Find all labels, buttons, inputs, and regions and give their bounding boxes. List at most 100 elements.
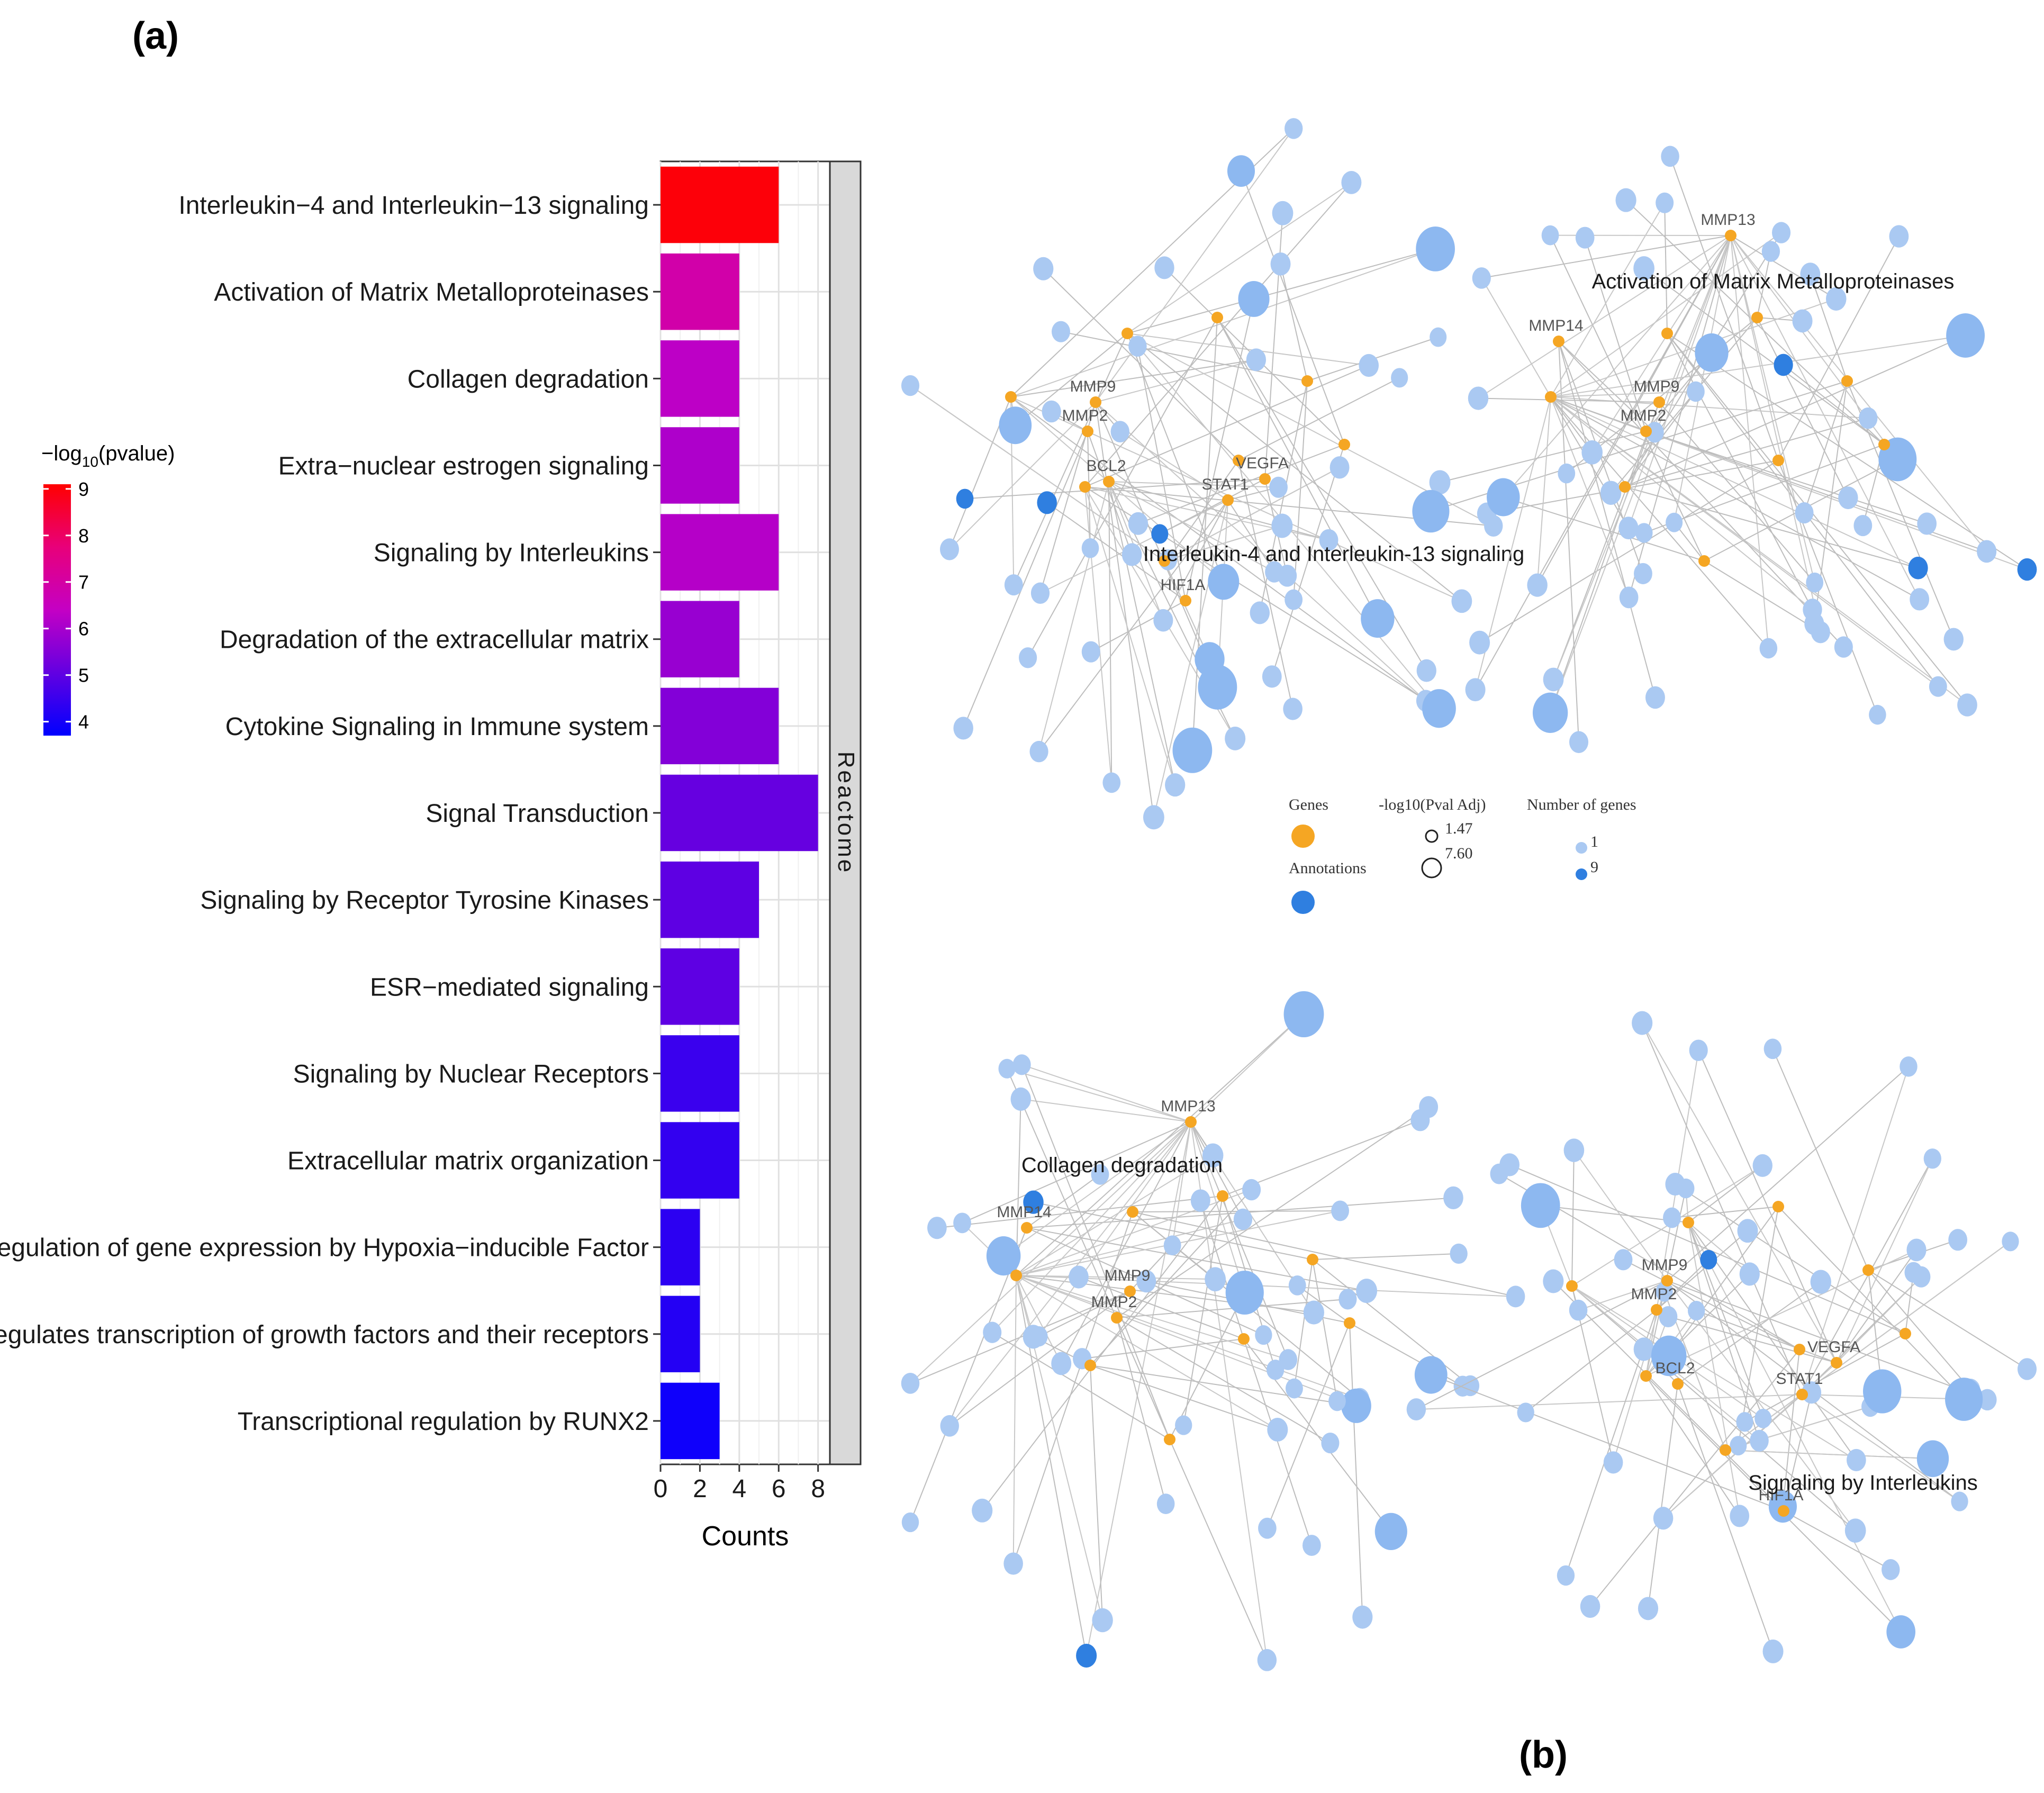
annotation-node (1430, 327, 1447, 347)
annotation-node (1283, 698, 1303, 720)
network-edge (1015, 333, 1128, 426)
bar (661, 1382, 720, 1460)
network-edge (1003, 1121, 1191, 1256)
network-edge (1127, 333, 1224, 582)
network-edge (1038, 481, 1109, 752)
network-edge (1026, 1174, 1101, 1228)
annotation-node (1569, 1299, 1588, 1321)
network-edge (1312, 1259, 1471, 1387)
bar (661, 601, 739, 677)
annotation-node (1521, 1183, 1560, 1228)
annotation-node (1886, 1615, 1916, 1649)
annotation-node (901, 1512, 919, 1533)
network-edge (1836, 1276, 1922, 1363)
network-edge (1525, 1309, 1657, 1413)
gene-node (1301, 375, 1313, 387)
annotation-node (1653, 1507, 1674, 1530)
annotation-node (1838, 486, 1858, 510)
gene-node (1185, 1116, 1197, 1128)
annotation-node (1916, 1440, 1949, 1477)
annotation-node (1687, 381, 1705, 402)
annotation-node (999, 406, 1032, 445)
network-edge (1550, 396, 1593, 453)
network-edge (1584, 237, 1647, 432)
network-edge (1550, 391, 1696, 397)
network-edge (1589, 1349, 1800, 1607)
network-edge (1624, 486, 1919, 569)
network-edge (1127, 248, 1436, 334)
network-edge (1645, 431, 1927, 524)
network-edge (1082, 1338, 1244, 1360)
network-edge (1312, 1253, 1459, 1260)
annotation-node (1069, 1265, 1089, 1289)
annotation-node (1165, 773, 1186, 797)
network-edge (1802, 1066, 1909, 1395)
annotation-node (1416, 659, 1436, 682)
legend-tick-label: 7 (78, 572, 89, 593)
annotation-node (1844, 1518, 1866, 1543)
annotation-node (1908, 556, 1928, 579)
gene-label: MMP13 (1701, 211, 1755, 229)
bars (661, 166, 818, 1460)
annotation-node (1557, 1565, 1575, 1586)
network-edge (1643, 268, 1885, 445)
facet-label: Reactome (833, 751, 859, 875)
category-labels: Interleukin−4 and Interleukin−13 signali… (0, 192, 661, 1436)
network-edge (991, 1121, 1191, 1333)
legend-pval-high: 7.60 (1445, 845, 1473, 862)
gene-node (1878, 439, 1890, 450)
legend-annotation-node (1291, 891, 1315, 914)
gene-label: STAT1 (1202, 476, 1249, 493)
annotation-node (1465, 678, 1486, 702)
gene-label: HIF1A (1160, 576, 1205, 594)
category-label: Signaling by Nuclear Receptors (293, 1060, 649, 1088)
bar (661, 1035, 739, 1112)
network-edge (1667, 333, 1813, 610)
annotation-node (1163, 1235, 1181, 1256)
annotation-node (1762, 1639, 1784, 1663)
bar (661, 1296, 700, 1373)
network-edge (1550, 235, 1731, 713)
network-edge (1090, 1365, 1104, 1620)
annotation-node (1246, 348, 1267, 372)
annotation-node (1461, 1375, 1480, 1397)
network-edge (1016, 1275, 1516, 1297)
legend-gene-node (1291, 825, 1315, 848)
bar (661, 1209, 700, 1285)
annotation-node (1656, 192, 1674, 213)
network-edge (1016, 1275, 1216, 1280)
annotation-node (1091, 1164, 1109, 1185)
network-edge (1868, 1270, 1971, 1390)
gene-node (1124, 1285, 1136, 1297)
annotation-node (1736, 1412, 1753, 1432)
annotation-node (1795, 502, 1814, 524)
legend-count-low-dot (1576, 842, 1587, 854)
annotation-node (1889, 225, 1909, 248)
network-edge (1006, 1068, 1170, 1440)
annotation-node (1102, 772, 1121, 793)
annotation-node (1110, 421, 1129, 442)
gene-label: MMP9 (1105, 1267, 1151, 1284)
network-edge (1772, 1048, 1869, 1271)
network-edge (1645, 1375, 1740, 1517)
annotation-node (1800, 262, 1821, 286)
network-edge (1010, 248, 1436, 397)
annotation-node (1153, 609, 1173, 632)
annotation-node (1092, 1608, 1113, 1633)
network-edge (1668, 1206, 1779, 1356)
annotation-node (1635, 523, 1653, 543)
gene-node (1338, 439, 1350, 450)
gene-node (1238, 1333, 1250, 1345)
annotation-node (1018, 647, 1037, 668)
annotation-node (1329, 456, 1350, 479)
network-edge (1550, 396, 1987, 552)
annotation-node (1688, 1300, 1705, 1321)
network-edge (1061, 1121, 1191, 1364)
annotation-node (998, 1058, 1016, 1079)
network-edge (1084, 486, 1176, 785)
annotation-node (1128, 512, 1148, 535)
annotation-node (983, 1321, 1002, 1343)
bar (661, 427, 739, 504)
network-edge (1641, 1022, 1837, 1363)
